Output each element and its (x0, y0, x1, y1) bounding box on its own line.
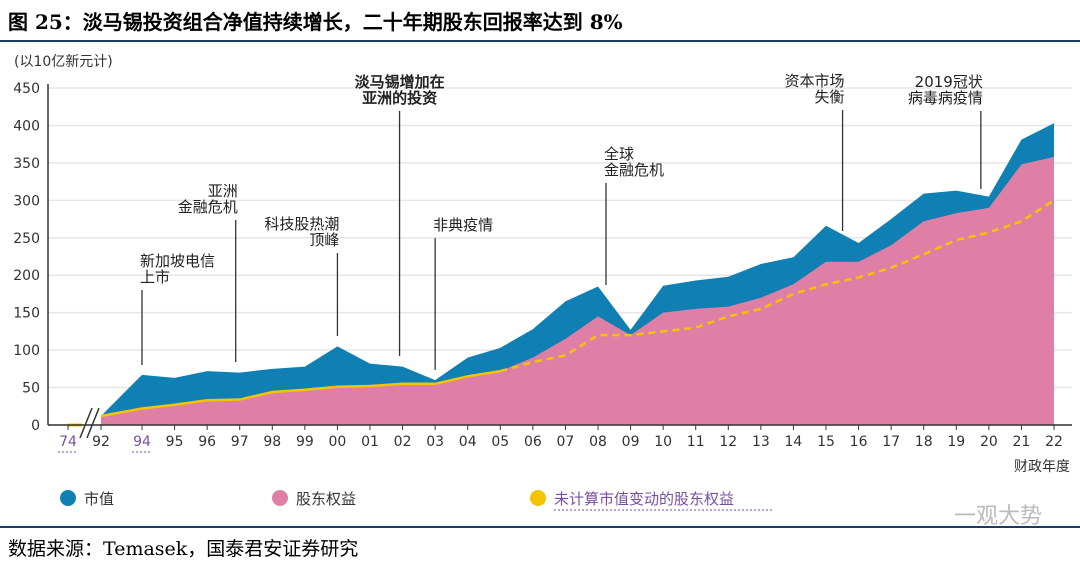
x-tick-label: 98 (263, 434, 281, 450)
x-tick-label: 05 (491, 434, 509, 450)
shareholder-equity-area (101, 156, 1054, 426)
x-tick-label: 01 (361, 434, 379, 450)
y-tick-label: 0 (31, 418, 40, 434)
annotation-label: 失衡 (815, 88, 845, 106)
x-tick-label: 14 (785, 434, 803, 450)
y-tick-label: 300 (13, 193, 40, 209)
annotation-label: 非典疫情 (433, 216, 493, 234)
x-tick-label: 95 (166, 434, 184, 450)
x-tick-label: 07 (557, 434, 575, 450)
annotation-label: 顶峰 (309, 231, 339, 249)
y-tick-label: 200 (13, 268, 40, 284)
legend-label: 市值 (84, 490, 114, 508)
annotation-label: 新加坡电信 (140, 252, 215, 270)
annotation-label: 金融危机 (178, 198, 238, 216)
x-tick-label: 10 (654, 434, 672, 450)
x-tick-label: 16 (850, 434, 868, 450)
annotation-label: 亚洲的投资 (362, 89, 437, 107)
y-axis-label: (以10亿新元计) (14, 54, 113, 70)
annotation-label: 淡马锡增加在 (355, 73, 445, 91)
x-tick-label: 21 (1013, 434, 1031, 450)
x-tick-label: 00 (329, 434, 347, 450)
x-tick-label: 13 (752, 434, 770, 450)
legend-marker (530, 490, 546, 506)
x-tick-label: 99 (296, 434, 314, 450)
y-tick-label: 100 (13, 343, 40, 359)
x-tick-label: 74 (59, 434, 77, 450)
y-tick-label: 50 (22, 381, 40, 397)
x-axis-label: 财政年度 (1014, 459, 1070, 475)
unrealized-equity-line-solid (100, 369, 501, 418)
y-tick-label: 150 (13, 306, 40, 322)
y-tick-label: 350 (13, 156, 40, 172)
annotation-label: 金融危机 (604, 161, 664, 179)
annotation-label: 亚洲 (208, 182, 238, 200)
title-divider (0, 40, 1080, 42)
y-tick-label: 400 (13, 118, 40, 134)
x-tick-label: 12 (719, 434, 737, 450)
legend-marker (272, 490, 288, 506)
y-tick-label: 450 (13, 81, 40, 97)
x-tick-label: 92 (92, 434, 110, 450)
watermark: 一观大势 (953, 504, 1042, 529)
annotation-label: 病毒病疫情 (908, 89, 983, 107)
legend-label: 未计算市值变动的股东权益 (554, 490, 734, 508)
x-tick-label: 11 (687, 434, 705, 450)
x-tick-label: 94 (133, 434, 151, 450)
x-tick-label: 15 (817, 434, 835, 450)
x-tick-label: 09 (622, 434, 640, 450)
x-tick-label: 96 (198, 434, 216, 450)
annotation-label: 上市 (140, 268, 170, 286)
source-note: 数据来源：Temasek，国泰君安证券研究 (8, 538, 359, 560)
source-divider (0, 526, 1080, 528)
x-tick-label: 06 (524, 434, 542, 450)
annotation-label: 资本市场 (785, 72, 845, 90)
x-tick-label: 03 (426, 434, 444, 450)
x-tick-label: 17 (882, 434, 900, 450)
y-tick-label: 250 (13, 231, 40, 247)
x-tick-label: 20 (980, 434, 998, 450)
axis-break-mark (79, 407, 100, 439)
unrealized-equity-line-dashed (499, 199, 1055, 373)
annotation-label: 全球 (604, 145, 634, 163)
legend-marker (60, 490, 76, 506)
x-tick-label: 08 (589, 434, 607, 450)
figure-title: 图 25：淡马锡投资组合净值持续增长，二十年期股东回报率达到 8% (8, 10, 623, 34)
x-tick-label: 22 (1045, 434, 1063, 450)
x-tick-label: 02 (394, 434, 412, 450)
annotation-label: 2019冠状 (915, 73, 983, 91)
x-tick-label: 19 (947, 434, 965, 450)
annotation-label: 科技股热潮 (264, 215, 339, 233)
x-tick-label: 18 (915, 434, 933, 450)
x-tick-label: 04 (459, 434, 477, 450)
x-tick-label: 97 (231, 434, 249, 450)
legend-label: 股东权益 (296, 490, 356, 508)
